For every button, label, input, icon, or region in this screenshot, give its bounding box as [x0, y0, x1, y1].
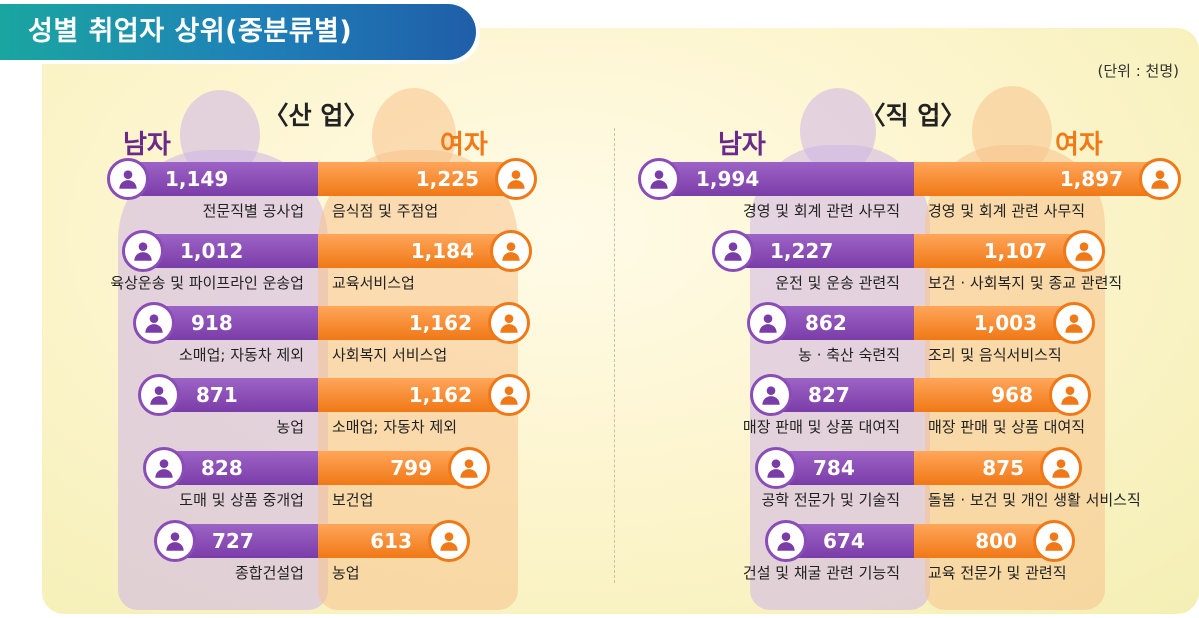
female-bar-occupation: 1,107 — [914, 234, 1091, 268]
store-icon — [133, 302, 175, 344]
male-head-right — [800, 88, 876, 174]
caregiver-icon — [1040, 447, 1082, 489]
category-label: 교육 전문가 및 관련직 — [928, 564, 1067, 582]
engineer-icon — [755, 447, 797, 489]
category-label: 소매업; 자동차 제외 — [332, 418, 457, 436]
female-bar-occupation: 968 — [914, 378, 1077, 412]
female-bar-industry: 799 — [318, 451, 476, 485]
category-label: 육상운송 및 파이프라인 운송업 — [110, 274, 304, 292]
chef-icon — [1053, 302, 1095, 344]
wheat-icon — [428, 520, 470, 562]
category-label: 매장 판매 및 상품 대여직 — [928, 418, 1086, 436]
legend-male-occupation: 남자 — [718, 130, 766, 160]
title-wrap: 성별 취업자 상위(중분류별) — [0, 0, 480, 64]
page-title: 성별 취업자 상위(중분류별) — [0, 4, 476, 60]
category-label: 전문직별 공사업 — [202, 202, 304, 220]
store-icon — [488, 374, 530, 416]
section-title-industry: 〈산 업〉 — [263, 101, 369, 130]
category-label: 보건 · 사회복지 및 종교 관련직 — [928, 274, 1123, 292]
category-label: 보건업 — [332, 491, 374, 509]
category-label: 소매업; 자동차 제외 — [179, 346, 304, 364]
male-bar-industry: 1,149 — [121, 162, 318, 196]
male-bar-occupation: 1,227 — [726, 234, 914, 268]
wheat-icon — [138, 374, 180, 416]
female-bar-industry: 1,225 — [318, 162, 523, 196]
female-bar-occupation: 1,897 — [914, 162, 1167, 196]
construction-worker-icon — [765, 520, 807, 562]
driver-icon — [712, 230, 754, 272]
category-label: 매장 판매 및 상품 대여직 — [742, 418, 900, 436]
category-label: 경영 및 회계 관련 사무직 — [742, 202, 900, 220]
male-bar-occupation: 1,994 — [652, 162, 914, 196]
male-bar-industry: 918 — [147, 306, 318, 340]
hands-heart-icon — [488, 302, 530, 344]
medical-kit-icon — [448, 447, 490, 489]
legend-female-occupation: 여자 — [1055, 130, 1103, 160]
building-icon — [154, 520, 196, 562]
office-worker-icon — [1139, 158, 1181, 200]
section-divider — [614, 128, 615, 583]
female-bar-industry: 1,184 — [318, 234, 518, 268]
farmer-icon — [747, 302, 789, 344]
female-bar-industry: 1,162 — [318, 306, 516, 340]
legend-female-industry: 여자 — [440, 130, 488, 160]
unit-label: (단위 : 천명) — [1097, 62, 1180, 80]
office-worker-icon — [638, 158, 680, 200]
category-label: 사회복지 서비스업 — [332, 346, 448, 364]
category-label: 농업 — [332, 564, 360, 582]
section-title-occupation: 〈직 업〉 — [860, 101, 966, 130]
teacher-icon — [1033, 520, 1075, 562]
male-bar-industry: 1,012 — [136, 234, 318, 268]
dining-icon — [495, 158, 537, 200]
female-bar-industry: 1,162 — [318, 378, 516, 412]
category-label: 음식점 및 주점업 — [332, 202, 439, 220]
legend-male-industry: 남자 — [123, 130, 171, 160]
category-label: 조리 및 음식서비스직 — [928, 346, 1062, 364]
excavator-icon — [107, 158, 149, 200]
truck-icon — [122, 230, 164, 272]
nurse-icon — [1063, 230, 1105, 272]
book-icon — [490, 230, 532, 272]
cashier-icon — [750, 374, 792, 416]
category-label: 교육서비스업 — [332, 274, 415, 292]
category-label: 도매 및 상품 중개업 — [179, 491, 304, 509]
handshake-icon — [143, 447, 185, 489]
category-label: 농 · 축산 숙련직 — [798, 346, 900, 364]
category-label: 농업 — [276, 418, 304, 436]
cashier-icon — [1049, 374, 1091, 416]
category-label: 건설 및 채굴 관련 기능직 — [742, 564, 900, 582]
category-label: 경영 및 회계 관련 사무직 — [928, 202, 1086, 220]
male-bar-industry: 871 — [152, 378, 318, 412]
category-label: 운전 및 운송 관련직 — [775, 274, 900, 292]
category-label: 공학 전문가 및 기술직 — [761, 491, 900, 509]
category-label: 종합건설업 — [234, 564, 304, 582]
category-label: 돌봄 · 보건 및 개인 생활 서비스직 — [928, 491, 1141, 509]
